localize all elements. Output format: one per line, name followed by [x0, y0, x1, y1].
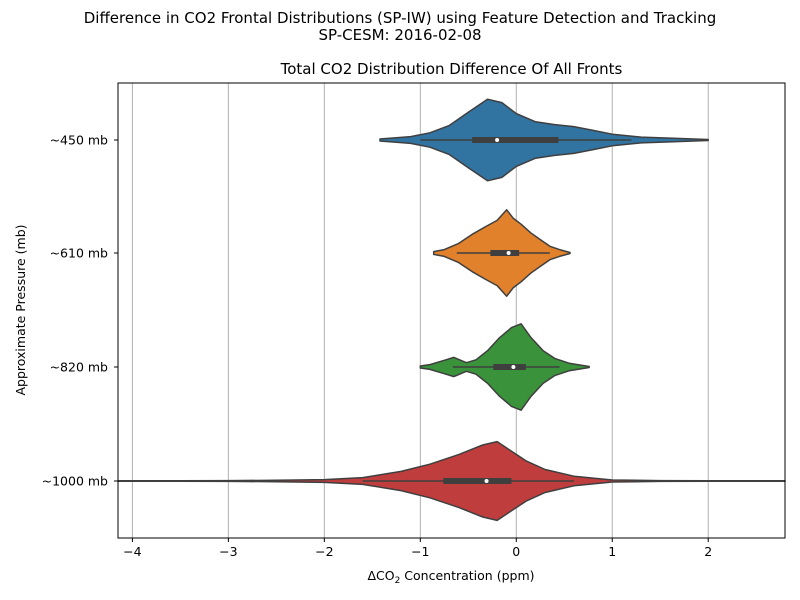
x-tick-label: 0 [512, 544, 520, 559]
x-tick-label: −3 [219, 544, 237, 559]
x-tick-label: 2 [704, 544, 712, 559]
x-axis-label-prefix: ΔCO [367, 568, 394, 583]
y-axis-ticks: ~450 mb ~610 mb ~820 mb ~1000 mb [42, 133, 118, 489]
violin-iqr-box [490, 250, 520, 256]
figure-suptitle-line1: Difference in CO2 Frontal Distributions … [83, 9, 717, 27]
violin-median-dot [484, 479, 489, 483]
violin-iqr-box [472, 137, 559, 143]
axes-title: Total CO2 Distribution Difference Of All… [280, 60, 623, 78]
y-tick-label: ~450 mb [50, 133, 108, 148]
x-tick-label: 1 [608, 544, 616, 559]
x-tick-label: −2 [315, 544, 333, 559]
y-tick-label: ~1000 mb [42, 474, 108, 489]
x-tick-label: −4 [123, 544, 141, 559]
x-axis-label-subscript: 2 [395, 576, 401, 586]
violin-iqr-box [493, 364, 526, 370]
x-axis-ticks: −4 −3 −2 −1 0 1 2 [123, 538, 712, 559]
violin-iqr-box [443, 478, 512, 484]
violin-median-dot [511, 365, 516, 369]
y-tick-label: ~820 mb [50, 360, 108, 375]
violin-median-dot [495, 138, 500, 142]
y-axis-label: Approximate Pressure (mb) [13, 224, 28, 395]
figure-suptitle-line2: SP-CESM: 2016-02-08 [318, 26, 482, 44]
violin-median-dot [506, 251, 511, 255]
axes-frame [117, 82, 786, 539]
y-tick-label: ~610 mb [50, 246, 108, 261]
x-axis-label: ΔCO2 Concentration (ppm) [367, 568, 534, 586]
x-tick-label: −1 [411, 544, 429, 559]
violins-group [117, 98, 786, 522]
x-axis-label-suffix: Concentration (ppm) [400, 568, 534, 583]
